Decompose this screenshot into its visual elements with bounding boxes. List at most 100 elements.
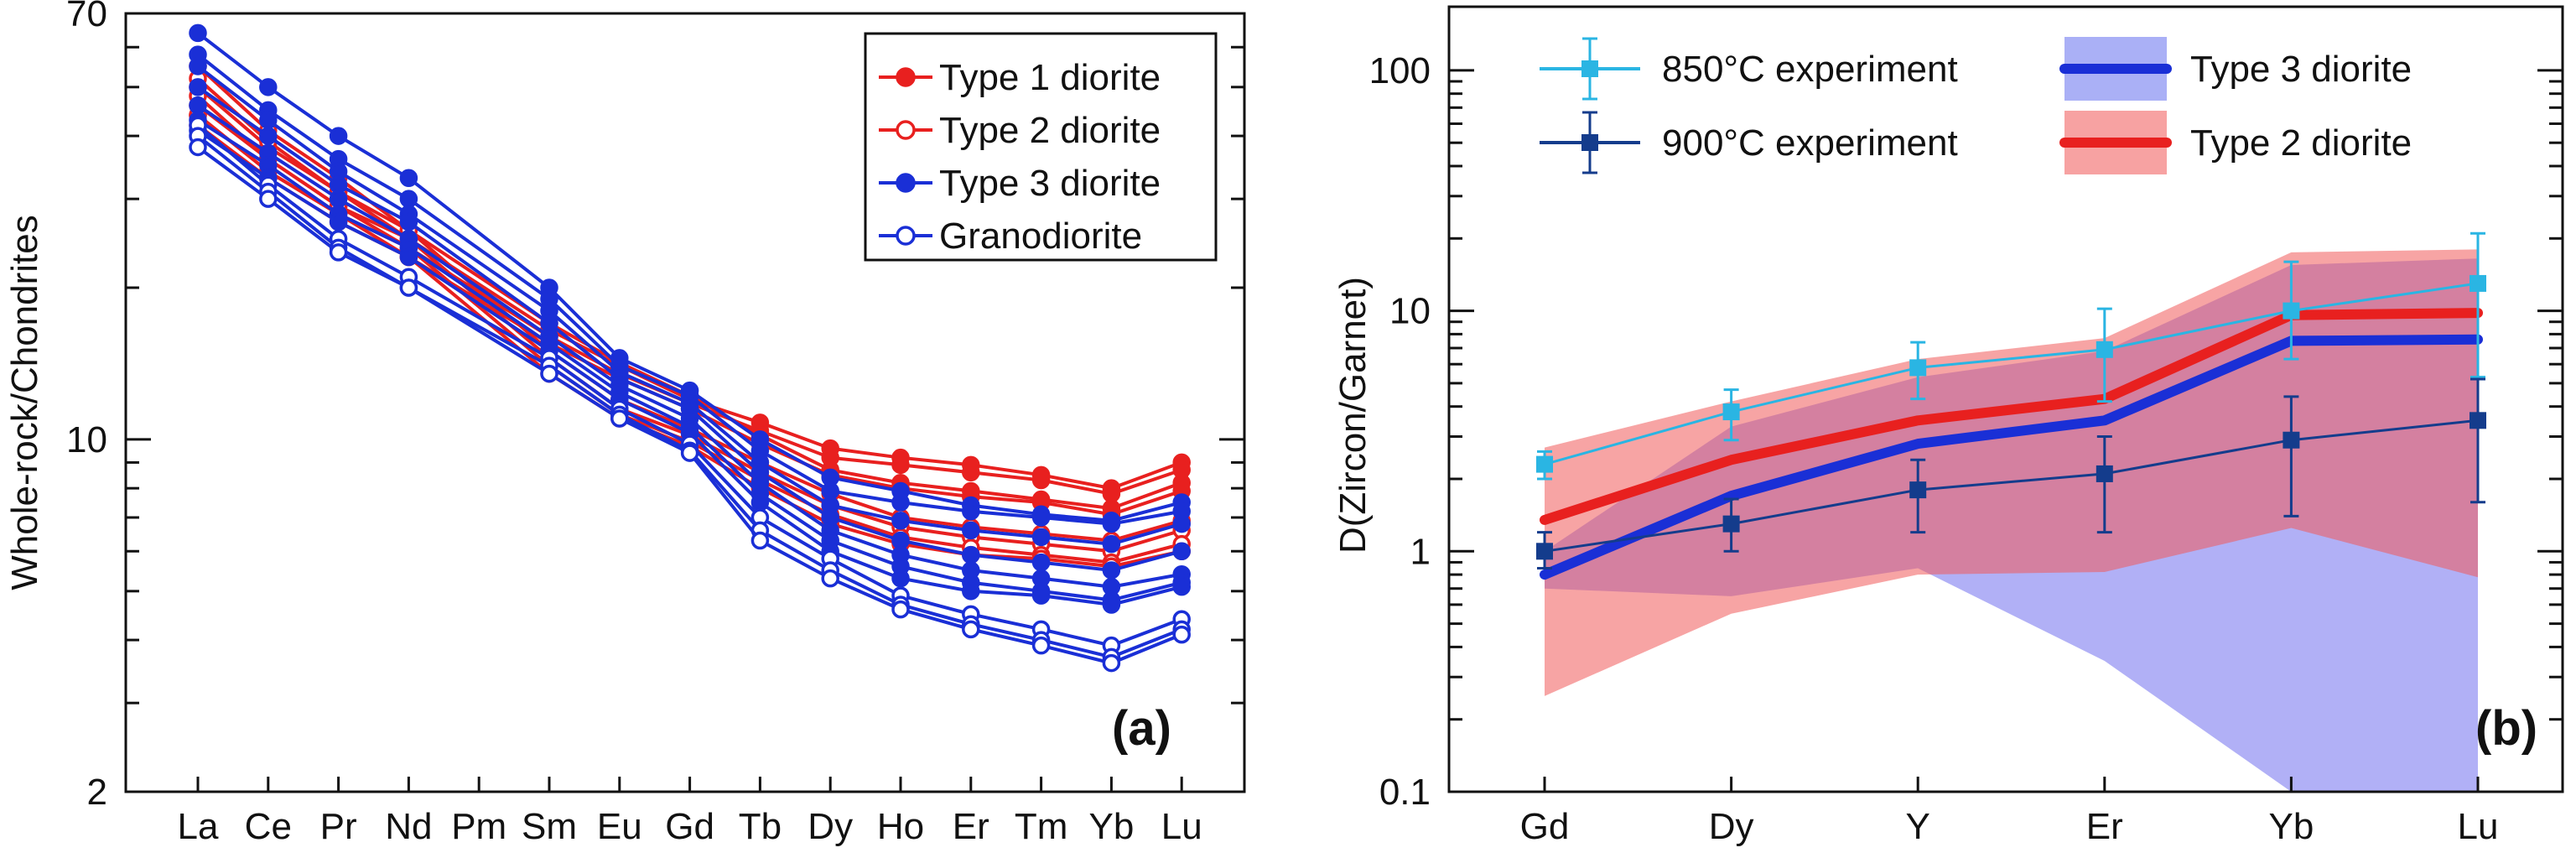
series-900-c-experiment bbox=[1536, 377, 2486, 570]
point-granodiorite bbox=[962, 620, 980, 639]
point-type-3-diorite bbox=[962, 521, 980, 540]
series-line-type-3-diorite bbox=[196, 103, 1182, 589]
point-type-3-diorite bbox=[259, 78, 278, 96]
panel-b-tick-labels: 100 10 1 0.1 Gd Dy Y Er Yb Lu bbox=[1369, 50, 2499, 847]
panel-b-frame bbox=[1447, 5, 2564, 793]
point-type-3-diorite bbox=[821, 481, 839, 501]
tick-label-b-x-lu: Lu bbox=[2458, 806, 2499, 847]
panel-a-tick-labels: 70 10 2 La Ce Pr Nd Pm Sm Eu Gd Tb Dy Ho Er Tm Yb Lu bbox=[66, 0, 1202, 847]
panel-b-legend: 850°C experiment 900°C experiment Type 3 d… bbox=[1540, 37, 2412, 174]
point-granodiorite bbox=[750, 531, 770, 550]
point-type-1-diorite bbox=[1031, 471, 1051, 490]
point-type-3-diorite bbox=[399, 190, 418, 208]
legend-label: 850°C experiment bbox=[1662, 49, 1958, 90]
legend-marker bbox=[896, 173, 916, 193]
legend-marker bbox=[896, 226, 916, 246]
point-type-3-diorite bbox=[750, 493, 770, 512]
point-type-3-diorite bbox=[1172, 542, 1191, 560]
series-type-3-diorite bbox=[189, 57, 1191, 554]
point-granodiorite bbox=[189, 138, 207, 157]
legend-label: Type 2 diorite bbox=[2190, 122, 2412, 164]
legend-entry-type-2-diorite: Type 2 diorite bbox=[2059, 111, 2412, 174]
tick-label-a-x-tb: Tb bbox=[739, 806, 782, 847]
panel-a-ylabel: Whole-rock/Chondrites bbox=[4, 215, 45, 590]
point-granodiorite bbox=[259, 190, 278, 208]
series-line-granodiorite bbox=[196, 145, 1182, 665]
point-type-3-diorite bbox=[962, 545, 980, 564]
series-type-3-diorite bbox=[189, 78, 1191, 580]
point-type-3-diorite bbox=[259, 111, 278, 129]
point-type-3-diorite bbox=[962, 582, 980, 601]
tick-label-b-y-100: 100 bbox=[1369, 50, 1431, 91]
panel-b: 100 10 1 0.1 Gd Dy Y Er Yb Lu D(Zircon/Garnet) (b… bbox=[1332, 5, 2564, 847]
tick-label-a-y-2: 2 bbox=[87, 772, 107, 813]
point-type-3-diorite bbox=[329, 212, 348, 231]
point-900-c-experiment bbox=[2283, 431, 2300, 449]
point-type-3-diorite bbox=[891, 493, 910, 512]
panel-a: 70 10 2 La Ce Pr Nd Pm Sm Eu Gd Tb Dy Ho Er Tm Yb Lu Whol… bbox=[4, 0, 1246, 847]
series-line-type-3-diorite bbox=[196, 86, 1182, 573]
legend-entry-type-2-diorite: Type 2 diorite bbox=[879, 110, 1161, 151]
tick-label-a-x-tm: Tm bbox=[1015, 806, 1068, 847]
tick-label-a-x-nd: Nd bbox=[385, 806, 432, 847]
tick-label-a-x-eu: Eu bbox=[597, 806, 642, 847]
legend-label: Type 3 diorite bbox=[939, 163, 1161, 204]
legend-entry-850-c-experiment: 850°C experiment bbox=[1540, 37, 1958, 101]
point-900-c-experiment bbox=[2470, 412, 2486, 429]
tick-label-a-x-ho: Ho bbox=[877, 806, 924, 847]
panel-a-series bbox=[189, 23, 1191, 673]
tick-label-a-x-dy: Dy bbox=[808, 806, 853, 847]
panel-b-label: (b) bbox=[2475, 701, 2537, 756]
point-type-3-diorite bbox=[259, 127, 278, 145]
series-line-type-3-diorite bbox=[196, 31, 1182, 523]
tick-label-a-y-70: 70 bbox=[66, 0, 107, 34]
panel-b-ylabel: D(Zircon/Garnet) bbox=[1332, 277, 1374, 554]
point-900-c-experiment bbox=[1722, 515, 1740, 533]
tick-label-b-x-er: Er bbox=[2086, 806, 2123, 847]
legend-marker bbox=[1581, 134, 1598, 151]
point-granodiorite bbox=[1172, 625, 1191, 644]
point-type-3-diorite bbox=[1172, 514, 1191, 533]
point-900-c-experiment bbox=[1909, 481, 1927, 499]
legend-entry-type-3-diorite: Type 3 diorite bbox=[879, 163, 1161, 204]
point-type-3-diorite bbox=[1102, 561, 1121, 580]
point-granodiorite bbox=[1031, 636, 1051, 655]
point-type-3-diorite bbox=[189, 96, 207, 115]
point-type-3-diorite bbox=[329, 127, 348, 145]
legend-entry-type-1-diorite: Type 1 diorite bbox=[879, 57, 1161, 98]
point-type-3-diorite bbox=[1031, 508, 1051, 527]
point-granodiorite bbox=[821, 569, 839, 588]
point-granodiorite bbox=[610, 409, 629, 428]
series-line-900-c-experiment bbox=[1543, 419, 2480, 553]
point-type-3-diorite bbox=[891, 569, 910, 588]
tick-label-b-y-1: 1 bbox=[1410, 531, 1431, 572]
tick-label-a-x-pr: Pr bbox=[320, 806, 357, 847]
point-type-1-diorite bbox=[962, 463, 980, 482]
panel-a-legend: Type 1 diorite Type 2 diorite Type 3 diori… bbox=[864, 32, 1218, 262]
panel-a-legend-box bbox=[864, 32, 1218, 262]
point-type-3-diorite bbox=[189, 78, 207, 96]
point-type-3-diorite bbox=[329, 190, 348, 208]
series-850-c-experiment bbox=[1536, 231, 2486, 481]
tick-label-a-x-lu: Lu bbox=[1161, 806, 1202, 847]
panel-a-label: (a) bbox=[1112, 701, 1171, 756]
tick-label-a-x-pm: Pm bbox=[451, 806, 506, 847]
point-type-3-diorite bbox=[1031, 528, 1051, 547]
legend-marker bbox=[1581, 60, 1598, 77]
tick-label-a-x-sm: Sm bbox=[522, 806, 577, 847]
legend-label: 900°C experiment bbox=[1662, 122, 1958, 164]
point-type-3-diorite bbox=[1102, 514, 1121, 533]
point-type-3-diorite bbox=[399, 169, 418, 188]
point-900-c-experiment bbox=[2096, 465, 2113, 482]
tick-label-a-x-gd: Gd bbox=[665, 806, 714, 847]
series-type-3-diorite bbox=[1540, 334, 2483, 580]
tick-label-a-x-er: Er bbox=[953, 806, 989, 847]
series-type-3-diorite bbox=[189, 45, 1191, 533]
series-line-type-3-diorite bbox=[196, 118, 1182, 602]
point-granodiorite bbox=[891, 600, 910, 619]
point-type-3-diorite bbox=[1031, 586, 1051, 605]
legend-entry-granodiorite: Granodiorite bbox=[879, 216, 1142, 257]
tick-label-a-y-10: 10 bbox=[66, 419, 107, 460]
point-850-c-experiment bbox=[2096, 341, 2113, 358]
